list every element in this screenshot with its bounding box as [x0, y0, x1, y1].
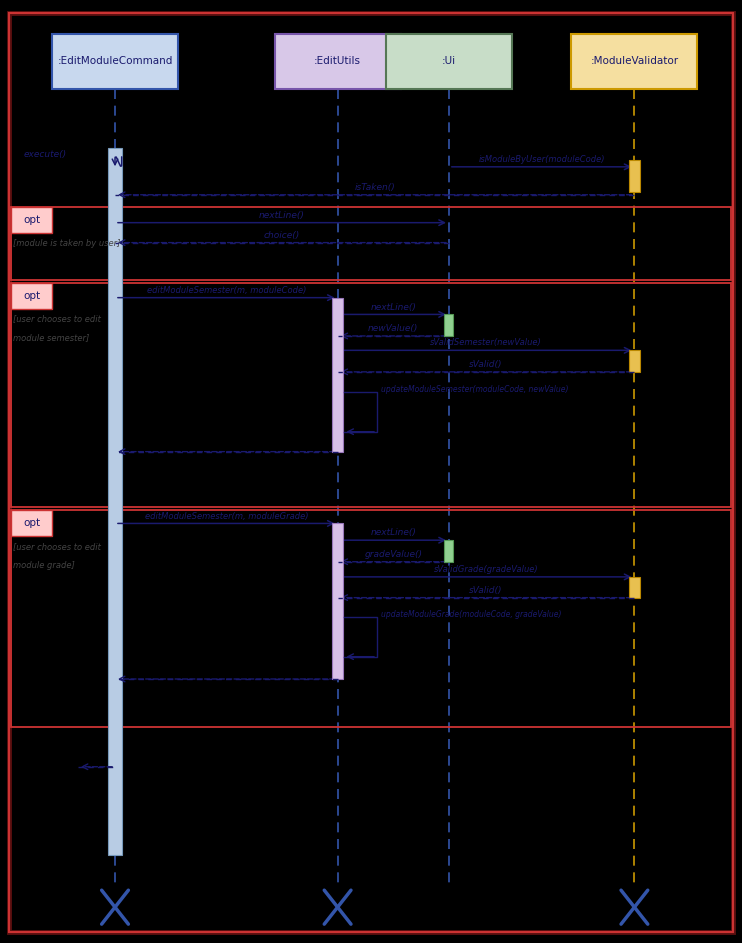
Text: [user chooses to edit: [user chooses to edit: [13, 315, 101, 323]
Text: nextLine(): nextLine(): [370, 303, 416, 311]
Text: sValid(): sValid(): [469, 360, 503, 369]
Bar: [11, 510, 731, 727]
Bar: [11, 510, 52, 537]
Text: sValidGrade(gradeValue): sValidGrade(gradeValue): [433, 565, 539, 574]
Text: opt: opt: [23, 215, 40, 225]
Bar: [629, 350, 640, 372]
Bar: [332, 298, 343, 452]
Text: sValidSemester(newValue): sValidSemester(newValue): [430, 339, 542, 347]
Text: nextLine(): nextLine(): [259, 211, 305, 220]
Text: execute(): execute(): [24, 150, 67, 158]
Text: isTaken(): isTaken(): [355, 183, 395, 192]
Text: :Ui: :Ui: [441, 57, 456, 66]
Bar: [629, 160, 640, 192]
Text: updateModuleGrade(moduleCode, gradeValue): updateModuleGrade(moduleCode, gradeValue…: [381, 610, 561, 619]
Text: choice(): choice(): [264, 231, 300, 240]
Bar: [444, 540, 453, 562]
Text: nextLine(): nextLine(): [370, 528, 416, 538]
Bar: [332, 523, 343, 679]
Bar: [11, 207, 731, 280]
Text: module grade]: module grade]: [13, 561, 75, 570]
Text: newValue(): newValue(): [368, 324, 418, 333]
Bar: [275, 34, 401, 89]
Text: editModuleSemester(m, moduleGrade): editModuleSemester(m, moduleGrade): [145, 512, 308, 521]
Text: :EditModuleCommand: :EditModuleCommand: [57, 57, 173, 66]
Bar: [444, 314, 453, 336]
Bar: [11, 207, 52, 233]
Bar: [571, 34, 697, 89]
Text: editModuleSemester(m, moduleCode): editModuleSemester(m, moduleCode): [147, 286, 306, 295]
Text: isModuleByUser(moduleCode): isModuleByUser(moduleCode): [479, 155, 605, 164]
Text: module semester]: module semester]: [13, 334, 90, 342]
Text: opt: opt: [23, 518, 40, 528]
Text: updateModuleSemester(moduleCode, newValue): updateModuleSemester(moduleCode, newValu…: [381, 385, 568, 393]
Text: [module is taken by user]: [module is taken by user]: [13, 239, 121, 248]
Text: gradeValue(): gradeValue(): [364, 550, 422, 559]
Text: :EditUtils: :EditUtils: [314, 57, 361, 66]
Bar: [11, 283, 52, 309]
Bar: [11, 283, 731, 507]
Bar: [52, 34, 178, 89]
Text: :ModuleValidator: :ModuleValidator: [591, 57, 678, 66]
Text: [user chooses to edit: [user chooses to edit: [13, 542, 101, 551]
Text: opt: opt: [23, 290, 40, 301]
Bar: [386, 34, 512, 89]
Text: sValid(): sValid(): [469, 586, 503, 595]
Bar: [629, 577, 640, 598]
Bar: [108, 148, 122, 854]
